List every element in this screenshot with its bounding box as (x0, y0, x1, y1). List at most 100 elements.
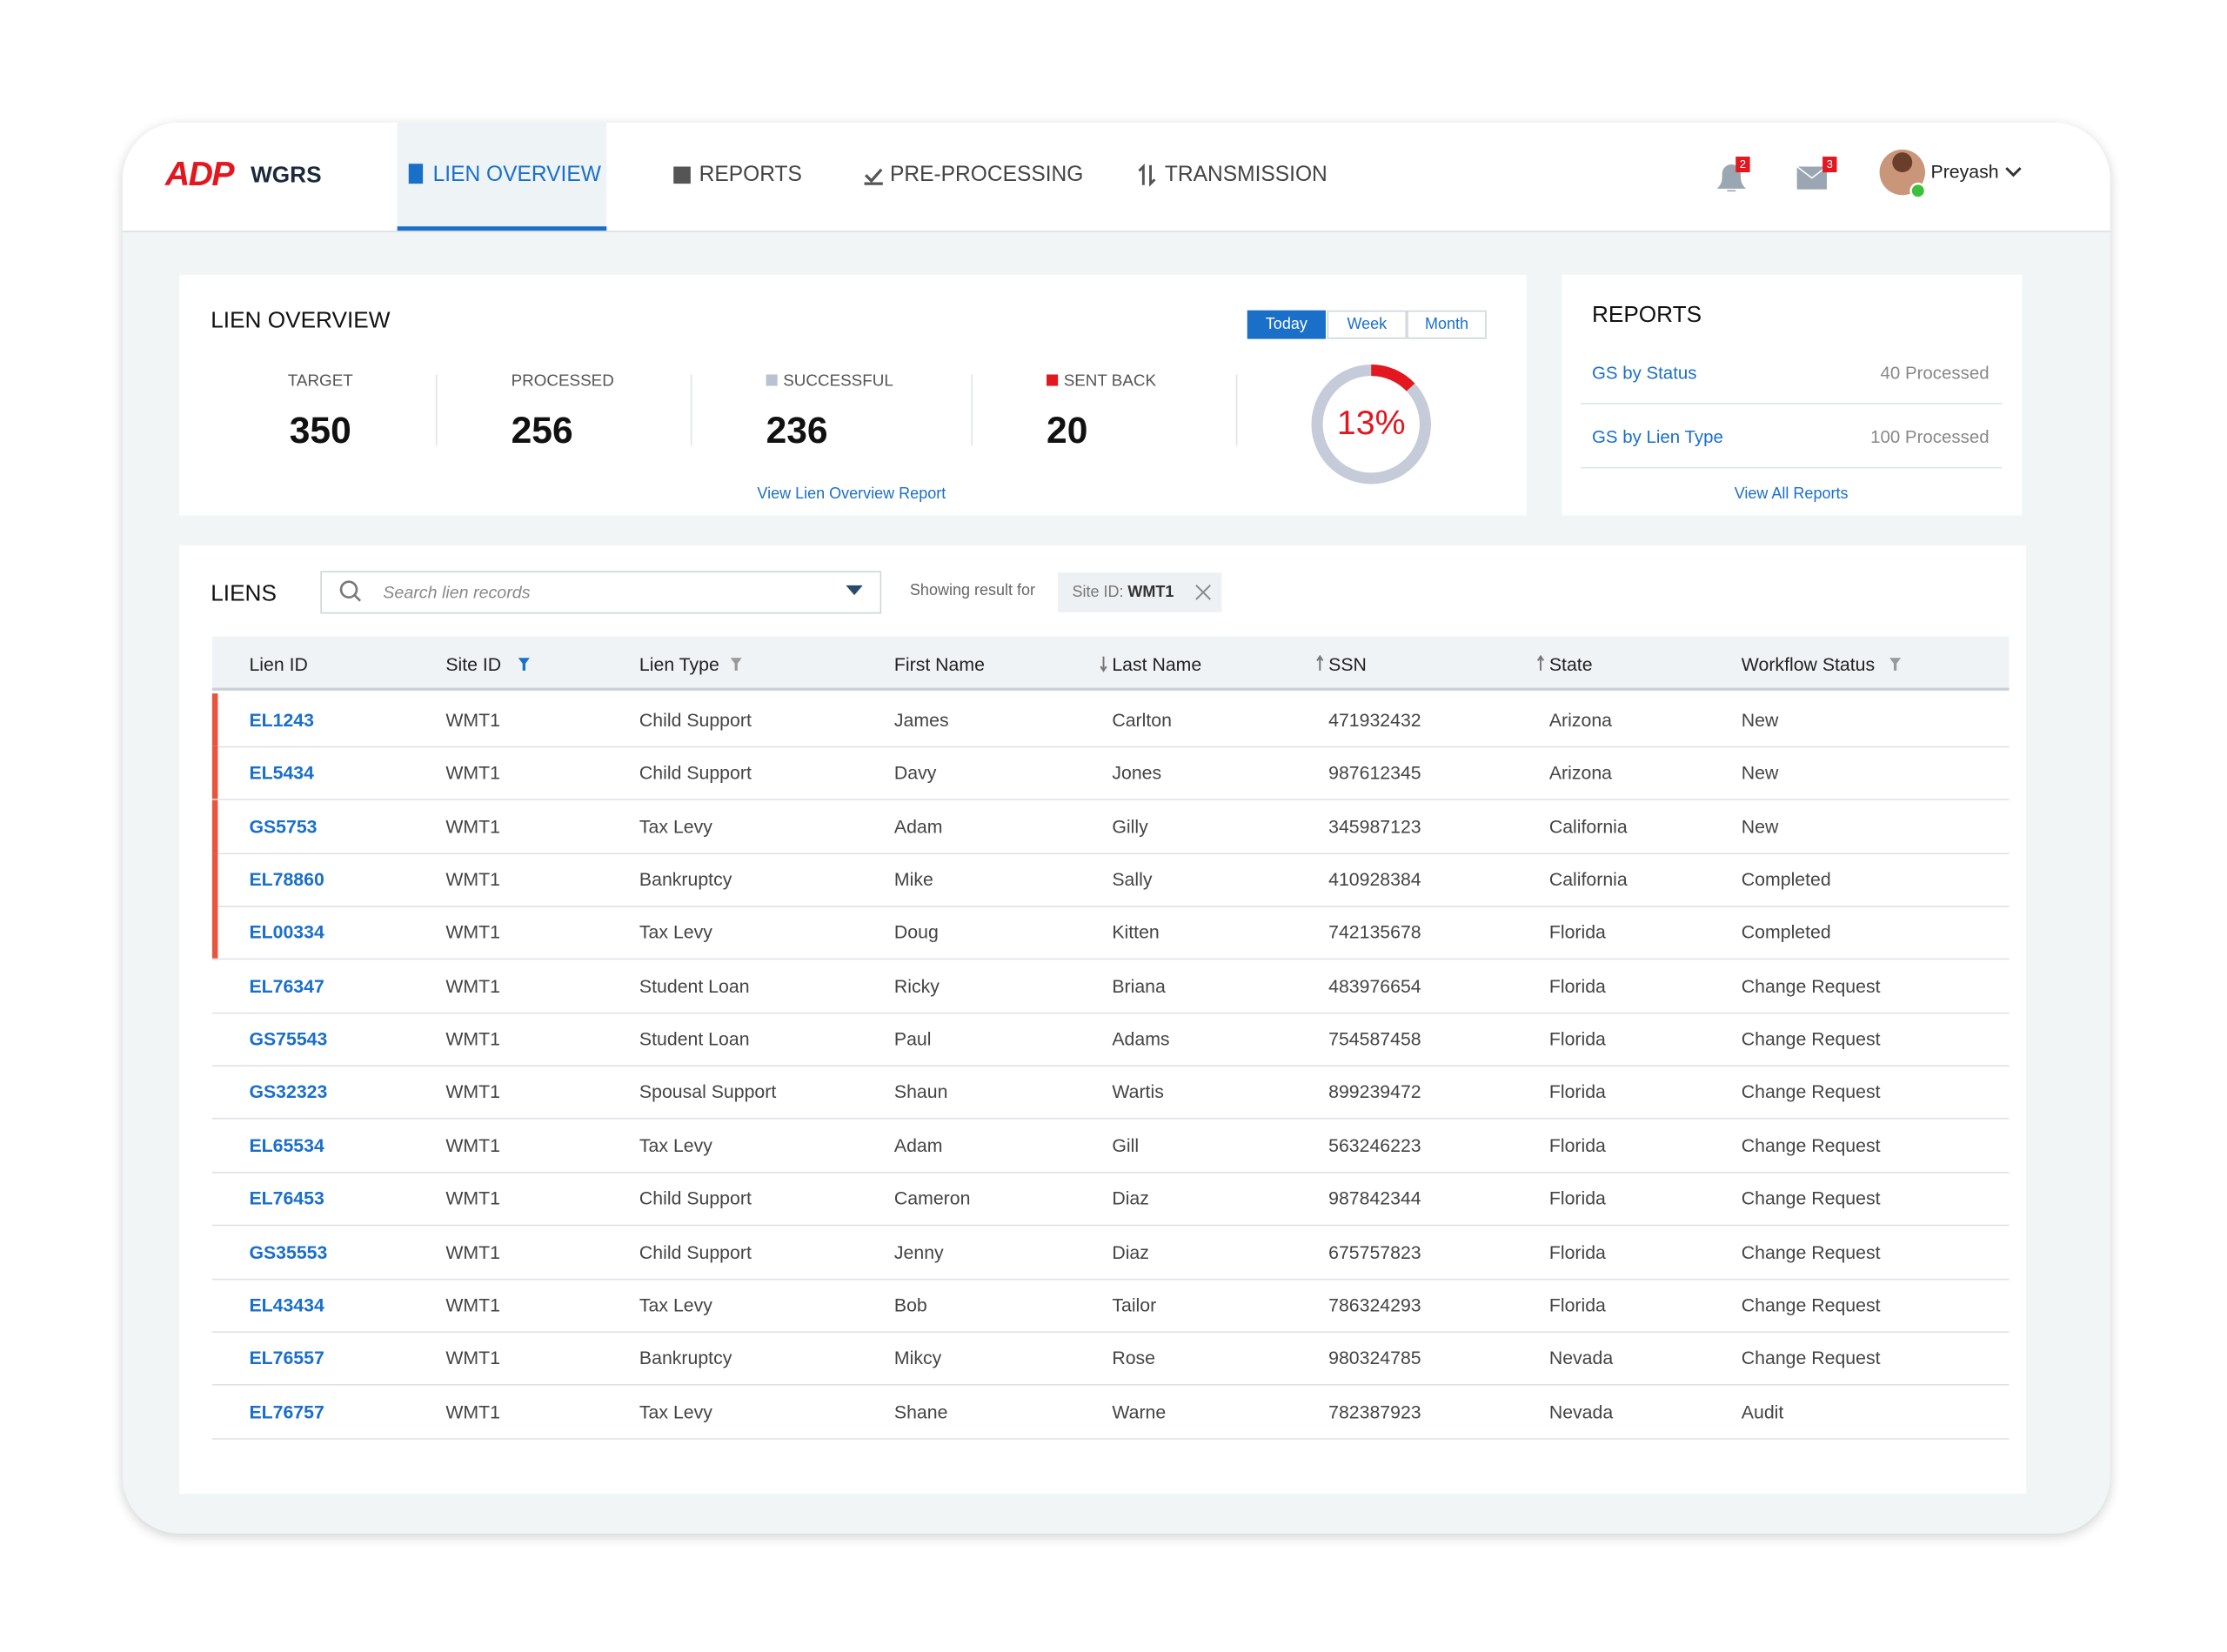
column-header[interactable]: First Name (893, 653, 985, 675)
table-cell: Completed (1741, 921, 1831, 944)
table-cell: Change Request (1741, 1241, 1881, 1263)
sort-icon[interactable] (1098, 655, 1112, 672)
sort-icon[interactable] (1314, 654, 1328, 672)
search-placeholder[interactable]: Search lien records (383, 582, 531, 603)
lien-id-link[interactable]: EL76347 (249, 974, 324, 997)
stat-label: PROCESSED (511, 372, 614, 391)
row-divider (211, 1278, 2010, 1280)
table-cell: Child Support (639, 762, 752, 784)
chip-close[interactable] (1194, 584, 1212, 601)
lien-id-link[interactable]: GS35553 (249, 1241, 328, 1263)
sort-icon-shape (1100, 656, 1107, 672)
table-cell: 782387923 (1328, 1400, 1421, 1422)
nav-tab[interactable]: PRE-PROCESSING (890, 162, 1084, 187)
lien-id-link[interactable]: EL1243 (249, 709, 314, 731)
report-name[interactable]: GS by Lien Type (1591, 426, 1723, 447)
table-cell: 483976654 (1328, 974, 1421, 997)
table-cell: WMT1 (445, 974, 500, 997)
lien-id-link[interactable]: EL43434 (249, 1294, 324, 1316)
column-header[interactable]: Workflow Status (1741, 653, 1876, 675)
table-cell: Bankruptcy (639, 868, 732, 891)
report-link[interactable]: View All Reports (1734, 485, 1849, 503)
table-cell: 987842344 (1328, 1187, 1421, 1209)
column-header[interactable]: Lien Type (639, 653, 719, 675)
table-cell: WMT1 (445, 1081, 500, 1103)
reports-panel (1562, 274, 2023, 516)
tab-icon (1138, 163, 1156, 187)
table-cell: Sally (1112, 868, 1153, 891)
column-header[interactable]: Last Name (1112, 653, 1202, 675)
online-dot (1909, 182, 1927, 199)
range-button[interactable]: Today (1247, 310, 1326, 339)
search-box[interactable] (320, 571, 882, 614)
user-chevron[interactable] (2005, 167, 2022, 177)
report-name[interactable]: GS by Status (1591, 363, 1697, 384)
tab-icon (408, 164, 424, 184)
lien-id-link[interactable]: EL76757 (249, 1400, 324, 1422)
brand-logo[interactable]: ADP (164, 155, 235, 194)
user-name[interactable]: Preyash (1930, 160, 1999, 183)
column-header[interactable]: Lien ID (249, 653, 308, 675)
panel-title: REPORTS (1591, 303, 1702, 328)
lien-id-link[interactable]: EL65534 (249, 1134, 324, 1156)
table-cell: Warne (1112, 1400, 1167, 1422)
column-header[interactable]: SSN (1328, 653, 1367, 675)
table-cell: Cameron (893, 1187, 971, 1209)
dropdown-arrow[interactable] (846, 585, 866, 599)
row-flag (211, 853, 218, 906)
nav-tab[interactable]: LIEN OVERVIEW (432, 162, 601, 187)
donut-chart (1311, 365, 1431, 485)
lien-id-link[interactable]: EL78860 (249, 868, 324, 891)
column-header[interactable]: State (1548, 653, 1593, 675)
range-button[interactable]: Week (1327, 310, 1408, 339)
table-cell: Carlton (1112, 709, 1172, 731)
table-cell: New (1741, 762, 1779, 784)
table-cell: 980324785 (1328, 1347, 1421, 1369)
table-cell: Change Request (1741, 1081, 1881, 1103)
table-cell: Child Support (639, 709, 752, 731)
table-cell: WMT1 (445, 1187, 500, 1209)
app-name[interactable]: WGRS (251, 164, 322, 189)
lien-id-link[interactable]: GS75543 (249, 1027, 328, 1050)
filter-icon[interactable] (518, 657, 532, 674)
table-cell: Tailor (1112, 1294, 1157, 1316)
stat-divider (971, 374, 973, 446)
table-cell: Florida (1548, 1081, 1606, 1103)
table-cell: Kitten (1112, 921, 1160, 944)
row-divider (211, 1331, 2010, 1333)
report-divider (1580, 403, 2003, 405)
stat-label: SENT BACK (1063, 372, 1157, 391)
table-cell: James (893, 709, 949, 731)
panel-title: LIENS (211, 582, 277, 607)
table-cell: 675757823 (1328, 1241, 1421, 1263)
lien-id-link[interactable]: EL76453 (249, 1187, 324, 1209)
nav-tab[interactable]: TRANSMISSION (1164, 162, 1328, 187)
report-link[interactable]: View Lien Overview Report (757, 485, 946, 503)
row-divider (211, 1384, 2010, 1386)
filter-chip-value: WMT1 (1127, 584, 1174, 601)
table-cell: Tax Levy (639, 921, 712, 944)
stat-value: 20 (1047, 408, 1088, 451)
column-header[interactable]: Site ID (445, 653, 502, 675)
row-flag (211, 906, 218, 960)
legend-swatch (1047, 374, 1059, 386)
filter-icon[interactable] (1889, 657, 1903, 674)
lien-id-link[interactable]: EL00334 (249, 921, 324, 944)
table-cell: 563246223 (1328, 1134, 1421, 1156)
sort-icon[interactable] (1535, 654, 1548, 672)
nav-tab[interactable]: REPORTS (699, 162, 802, 187)
liens-panel (179, 545, 2027, 1495)
table-cell: Davy (893, 762, 937, 784)
stat-value: 256 (511, 408, 573, 451)
lien-id-link[interactable]: GS5753 (249, 815, 318, 837)
table-cell: Florida (1548, 1294, 1606, 1316)
stat-divider (1235, 374, 1238, 446)
range-button[interactable]: Month (1407, 310, 1487, 339)
lien-id-link[interactable]: EL5434 (249, 762, 314, 784)
lien-id-link[interactable]: GS32323 (249, 1081, 328, 1103)
table-cell: Student Loan (639, 974, 750, 997)
lien-id-link[interactable]: EL76557 (249, 1347, 324, 1369)
filter-icon[interactable] (730, 657, 745, 674)
